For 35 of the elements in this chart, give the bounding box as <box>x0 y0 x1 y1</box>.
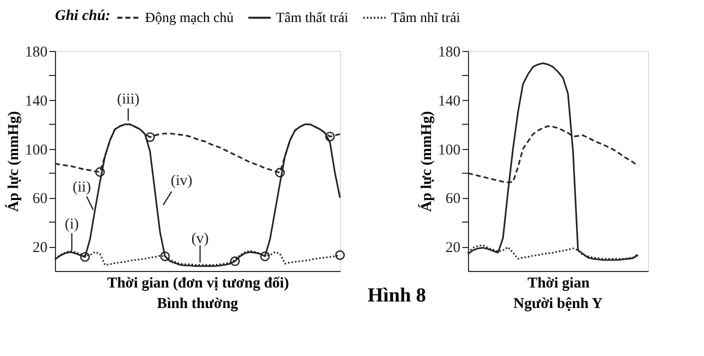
annotation: (iv) <box>170 172 192 189</box>
annotation: (v) <box>191 231 209 247</box>
annotation: (iii) <box>116 92 140 108</box>
y-tick-label: 180 <box>25 44 48 60</box>
y-axis-title: Áp lực (mmHg) <box>418 111 435 212</box>
y-tick-label: 140 <box>438 93 460 110</box>
point <box>95 167 105 177</box>
y-tick-label: 20 <box>32 240 48 256</box>
point <box>335 250 345 260</box>
point <box>160 252 170 262</box>
legend-label: Tâm nhĩ trái <box>391 10 460 26</box>
x-axis-title: Thời gian <box>527 276 590 292</box>
annotation: (ii) <box>72 180 91 196</box>
x-axis-title: Thời gian (đơn vị tương đối) <box>107 276 289 292</box>
y-tick-label: 180 <box>438 44 460 60</box>
y-tick-label: 100 <box>25 142 48 158</box>
point <box>325 132 335 142</box>
point <box>80 252 90 262</box>
y-axis-title: Áp lực (mmHg) <box>5 111 22 212</box>
point <box>230 256 240 266</box>
annotation: (i) <box>64 216 79 232</box>
legend-title: Ghi chú: <box>55 8 110 24</box>
point <box>260 252 270 262</box>
text: Hình 8 <box>368 284 426 306</box>
point <box>145 132 155 142</box>
text: Người bệnh Y <box>513 296 603 312</box>
point <box>275 168 285 178</box>
y-tick-label: 60 <box>32 191 48 208</box>
y-tick-label: 20 <box>446 240 460 256</box>
text: Bình thường <box>156 296 239 312</box>
y-tick-label: 140 <box>25 93 48 110</box>
y-tick-label: 100 <box>438 142 460 158</box>
legend-label: Tâm thất trái <box>276 10 348 26</box>
y-tick-label: 60 <box>446 191 460 208</box>
legend-label: Động mạch chủ <box>145 10 234 26</box>
